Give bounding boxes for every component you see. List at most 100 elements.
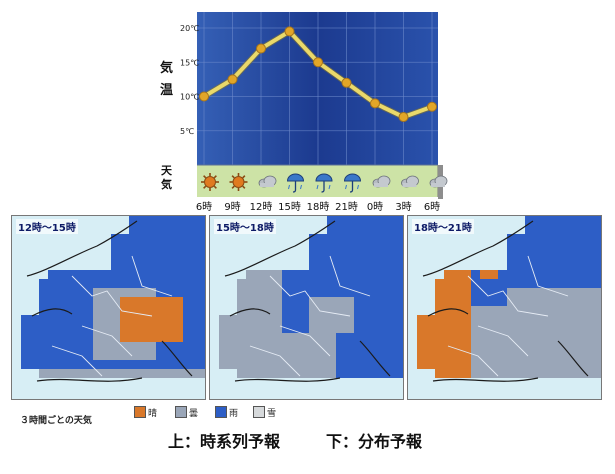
weather-grid-cell xyxy=(498,297,507,306)
weather-grid-cell xyxy=(435,288,444,297)
weather-grid-cell xyxy=(354,369,363,378)
weather-grid-cell xyxy=(372,360,381,369)
weather-grid-cell xyxy=(597,216,601,225)
weather-grid-cell xyxy=(507,279,516,288)
y-tick-label: 5℃ xyxy=(180,127,194,136)
weather-grid-cell xyxy=(156,324,165,333)
weather-grid-cell xyxy=(561,270,570,279)
x-tick-label: 12時 xyxy=(250,201,273,213)
weather-grid-cell xyxy=(462,324,471,333)
weather-grid-cell xyxy=(21,360,30,369)
weather-grid-cell xyxy=(372,243,381,252)
weather-grid-cell xyxy=(354,279,363,288)
weather-grid-cell xyxy=(111,333,120,342)
weather-grid-cell xyxy=(264,333,273,342)
weather-grid-cell xyxy=(525,360,534,369)
weather-grid-cell xyxy=(390,360,399,369)
weather-grid-cell xyxy=(39,279,48,288)
x-tick-label: 3時 xyxy=(395,201,411,213)
weather-grid-cell xyxy=(192,261,201,270)
weather-grid-cell xyxy=(201,243,205,252)
weather-grid-cell xyxy=(336,297,345,306)
caption-time-series-forecast: 上：時系列予報 xyxy=(168,432,281,451)
weather-grid-cell xyxy=(192,279,201,288)
weather-grid-cell xyxy=(201,315,205,324)
weather-grid-cell xyxy=(219,351,228,360)
legend-label: 雪 xyxy=(267,408,277,419)
weather-grid-cell xyxy=(462,288,471,297)
weather-grid-cell xyxy=(570,297,579,306)
weather-grid-cell xyxy=(552,342,561,351)
distribution-map-15-18 xyxy=(210,216,403,399)
weather-grid-cell xyxy=(489,342,498,351)
legend-swatch xyxy=(215,406,227,418)
weather-grid-cell xyxy=(273,270,282,279)
weather-grid-cell xyxy=(273,333,282,342)
weather-grid-cell xyxy=(201,234,205,243)
weather-grid-cell xyxy=(525,288,534,297)
weather-grid-cell xyxy=(534,243,543,252)
weather-grid-cell xyxy=(327,369,336,378)
weather-grid-cell xyxy=(543,243,552,252)
weather-grid-cell xyxy=(489,297,498,306)
weather-grid-cell xyxy=(552,324,561,333)
temperature-point xyxy=(256,43,266,54)
weather-grid-cell xyxy=(120,252,129,261)
weather-grid-cell xyxy=(597,333,601,342)
weather-grid-cell xyxy=(552,297,561,306)
weather-grid-cell xyxy=(390,342,399,351)
weather-grid-cell xyxy=(336,288,345,297)
weather-grid-cell xyxy=(309,252,318,261)
weather-grid-cell xyxy=(588,360,597,369)
weather-grid-cell xyxy=(75,369,84,378)
weather-grid-cell xyxy=(111,324,120,333)
weather-grid-cell xyxy=(228,360,237,369)
weather-grid-cell xyxy=(579,252,588,261)
weather-grid-cell xyxy=(543,360,552,369)
weather-grid-cell xyxy=(111,315,120,324)
weather-grid-cell xyxy=(561,288,570,297)
weather-grid-cell xyxy=(309,333,318,342)
weather-grid-cell xyxy=(363,324,372,333)
weather-grid-cell xyxy=(579,297,588,306)
weather-grid-cell xyxy=(390,315,399,324)
weather-grid-cell xyxy=(111,306,120,315)
weather-grid-cell xyxy=(48,333,57,342)
weather-grid-cell xyxy=(354,360,363,369)
weather-grid-cell xyxy=(129,270,138,279)
weather-grid-cell xyxy=(138,351,147,360)
weather-grid-cell xyxy=(102,288,111,297)
weather-grid-cell xyxy=(345,279,354,288)
weather-grid-cell xyxy=(381,297,390,306)
weather-grid-cell xyxy=(561,324,570,333)
weather-grid-cell xyxy=(111,243,120,252)
cloud-icon xyxy=(258,175,277,188)
weather-grid-cell xyxy=(363,297,372,306)
weather-grid-cell xyxy=(246,351,255,360)
weather-grid-cell xyxy=(174,252,183,261)
weather-grid-cell xyxy=(39,324,48,333)
weather-grid-cell xyxy=(192,243,201,252)
weather-grid-cell xyxy=(588,288,597,297)
weather-grid-cell xyxy=(363,216,372,225)
weather-grid-cell xyxy=(588,252,597,261)
weather-grid-cell xyxy=(66,369,75,378)
weather-grid-cell xyxy=(246,315,255,324)
weather-grid-cell xyxy=(336,261,345,270)
weather-grid-cell xyxy=(399,288,403,297)
weather-grid-cell xyxy=(336,333,345,342)
weather-grid-cell xyxy=(84,270,93,279)
weather-grid-cell xyxy=(138,360,147,369)
weather-grid-cell xyxy=(399,351,403,360)
weather-grid-cell xyxy=(120,243,129,252)
weather-grid-cell xyxy=(354,261,363,270)
weather-grid-cell xyxy=(318,315,327,324)
weather-grid-cell xyxy=(273,288,282,297)
grid-lines xyxy=(197,12,438,165)
weather-grid-cell xyxy=(552,234,561,243)
weather-row-label: 天気 xyxy=(161,164,173,191)
weather-grid-cell xyxy=(462,360,471,369)
weather-grid-cell xyxy=(390,252,399,261)
weather-grid-cell xyxy=(84,279,93,288)
x-tick-label: 0時 xyxy=(367,201,383,213)
